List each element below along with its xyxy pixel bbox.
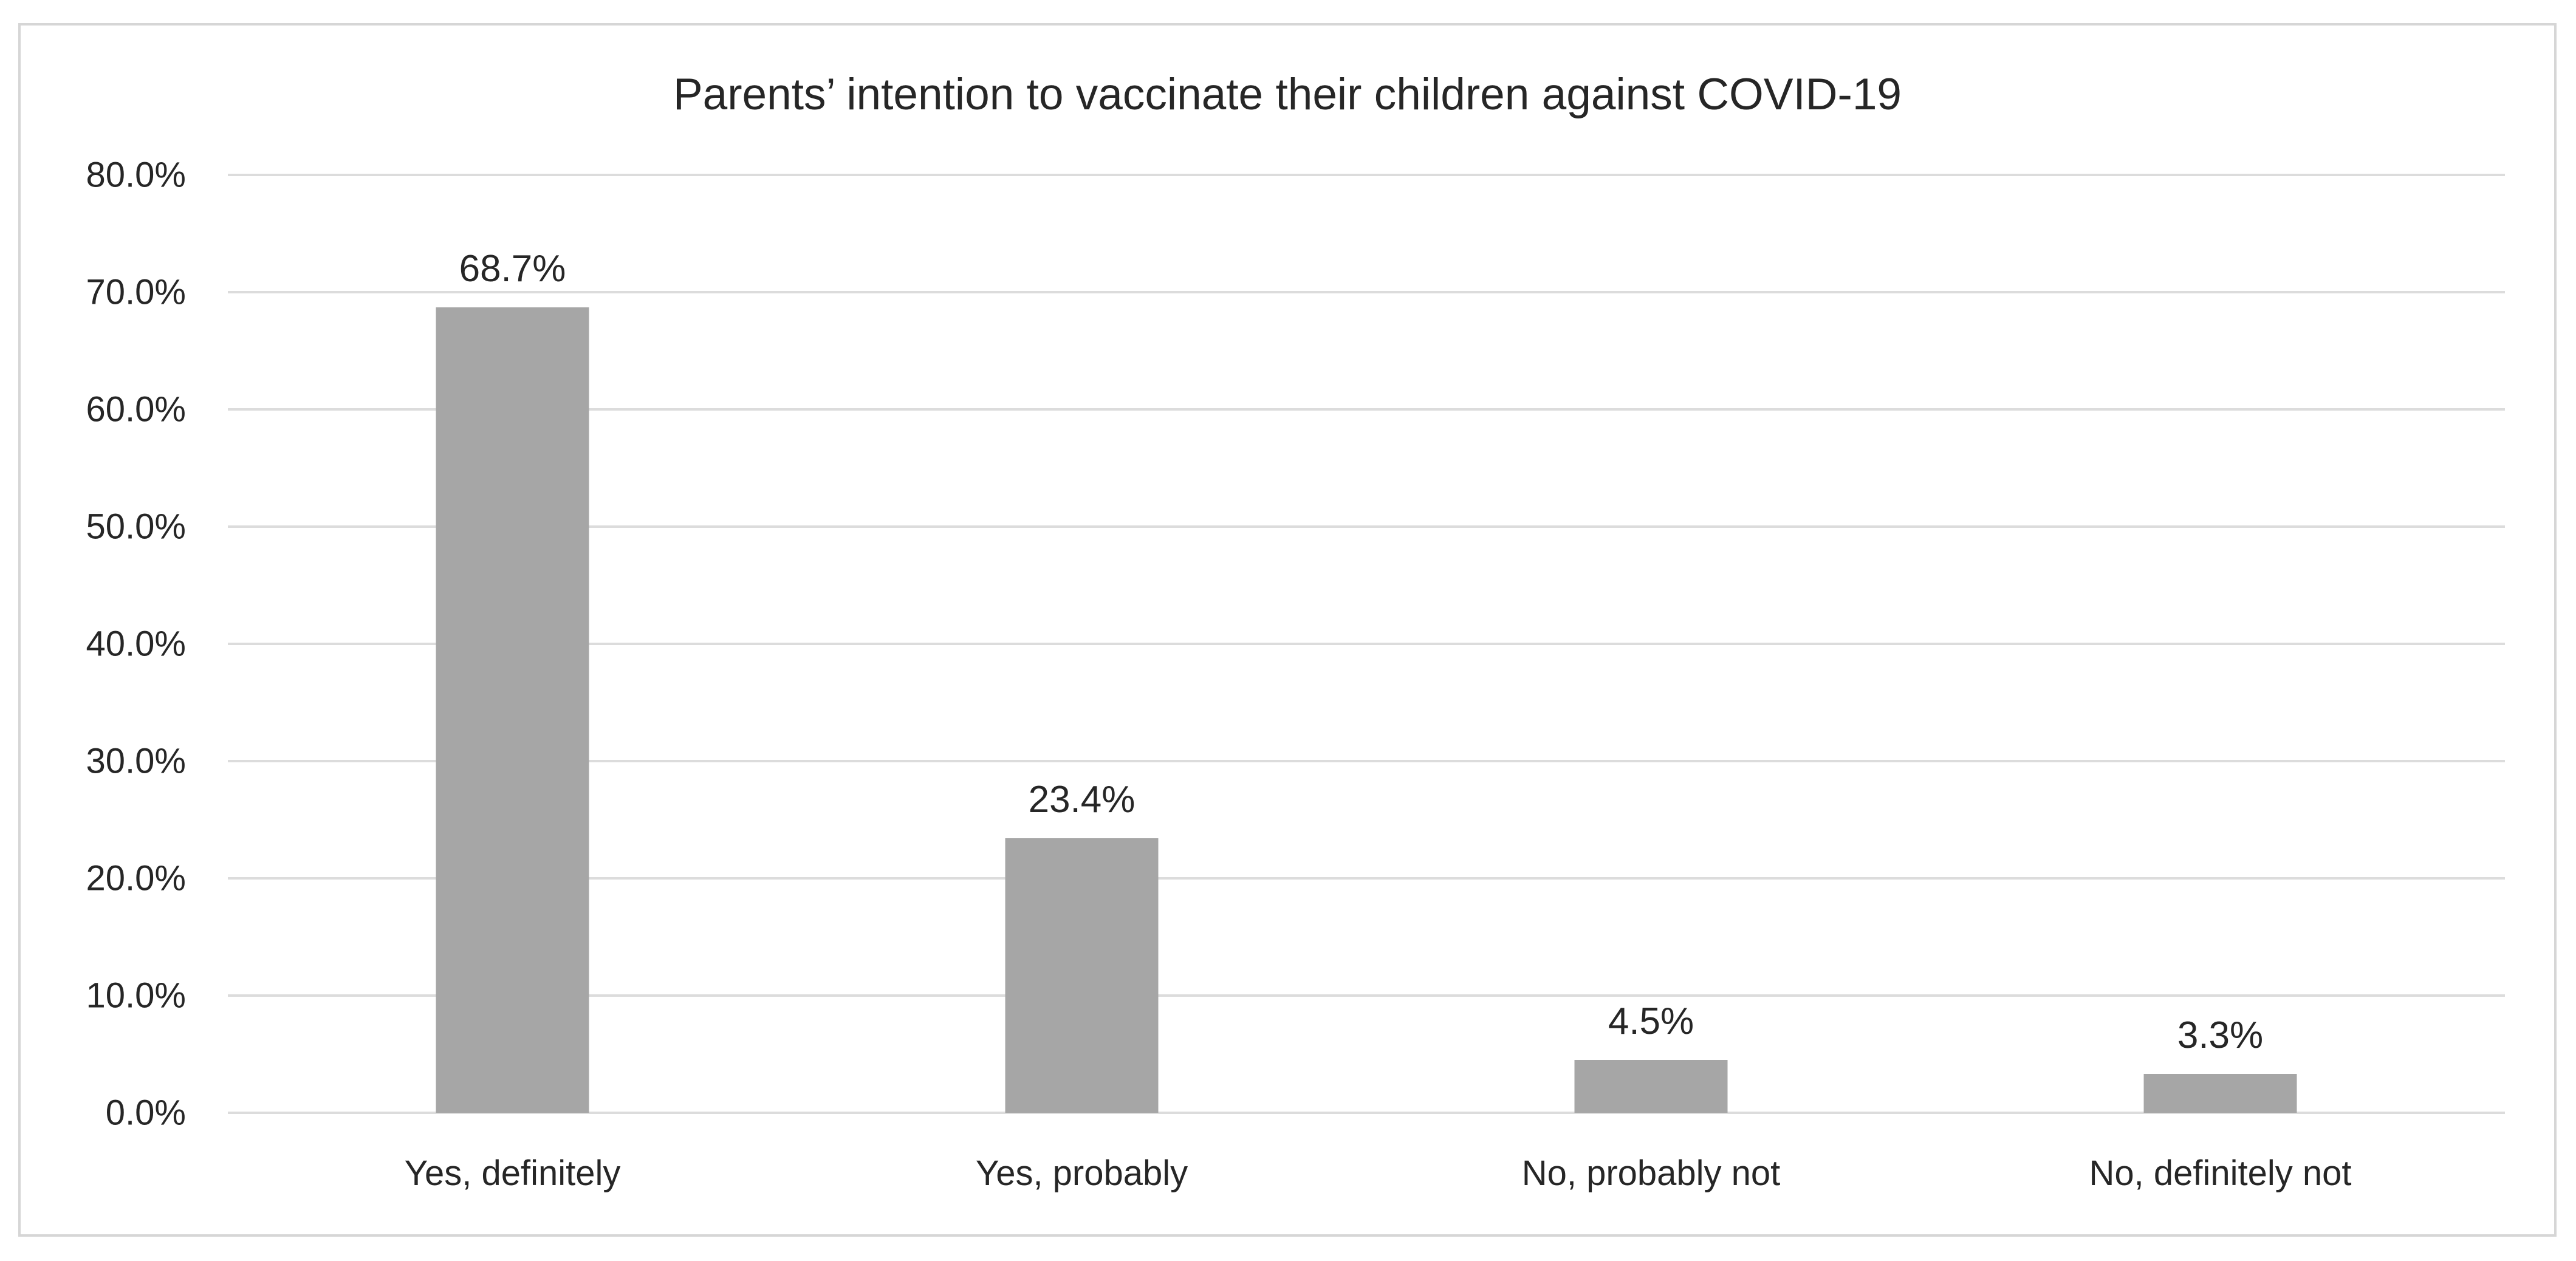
- bar: [436, 307, 589, 1113]
- y-axis-tick-label: 50.0%: [86, 507, 186, 547]
- x-category-label: No, probably not: [1521, 1153, 1781, 1193]
- gridline: [228, 408, 2505, 411]
- y-axis-tick-label: 0.0%: [105, 1093, 186, 1133]
- gridline: [228, 877, 2505, 880]
- y-axis-tick-label: 20.0%: [86, 858, 186, 898]
- bar-value-label: 68.7%: [459, 248, 566, 290]
- gridline: [228, 643, 2505, 645]
- bar: [2143, 1074, 2297, 1113]
- y-axis-tick-label: 30.0%: [86, 741, 186, 781]
- y-axis: 0.0% 10.0% 20.0% 30.0% 40.0% 50.0% 60.0% 70.0% 8…: [21, 155, 186, 1133]
- gridline: [228, 525, 2505, 528]
- y-axis-tick-label: 70.0%: [86, 272, 186, 312]
- bar-value-label: 23.4%: [1028, 779, 1136, 821]
- gridline: [228, 291, 2505, 293]
- bar: [1574, 1060, 1728, 1113]
- x-axis: Yes, definitely Yes, probably No, probably…: [228, 1153, 2505, 1214]
- gridline: [228, 994, 2505, 997]
- chart-title: Parents’ intention to vaccinate their ch…: [673, 70, 1902, 119]
- chart-frame: Parents’ intention to vaccinate their ch…: [18, 23, 2557, 1237]
- x-category-label: Yes, probably: [975, 1153, 1188, 1193]
- gridline: [228, 760, 2505, 762]
- gridline: [228, 174, 2505, 176]
- bar-value-label: 3.3%: [2177, 1014, 2264, 1057]
- y-axis-tick-label: 40.0%: [86, 624, 186, 664]
- x-category-label: Yes, definitely: [404, 1153, 621, 1193]
- y-axis-tick-label: 80.0%: [86, 155, 186, 195]
- bar: [1005, 838, 1159, 1113]
- x-category-label: No, definitely not: [2089, 1153, 2352, 1193]
- y-axis-tick-label: 60.0%: [86, 389, 186, 429]
- gridline: [228, 1112, 2505, 1114]
- bar-value-label: 4.5%: [1608, 1000, 1694, 1043]
- y-axis-tick-label: 10.0%: [86, 976, 186, 1016]
- plot-area: 68.7% 23.4% 4.5% 3.3%: [228, 174, 2505, 1114]
